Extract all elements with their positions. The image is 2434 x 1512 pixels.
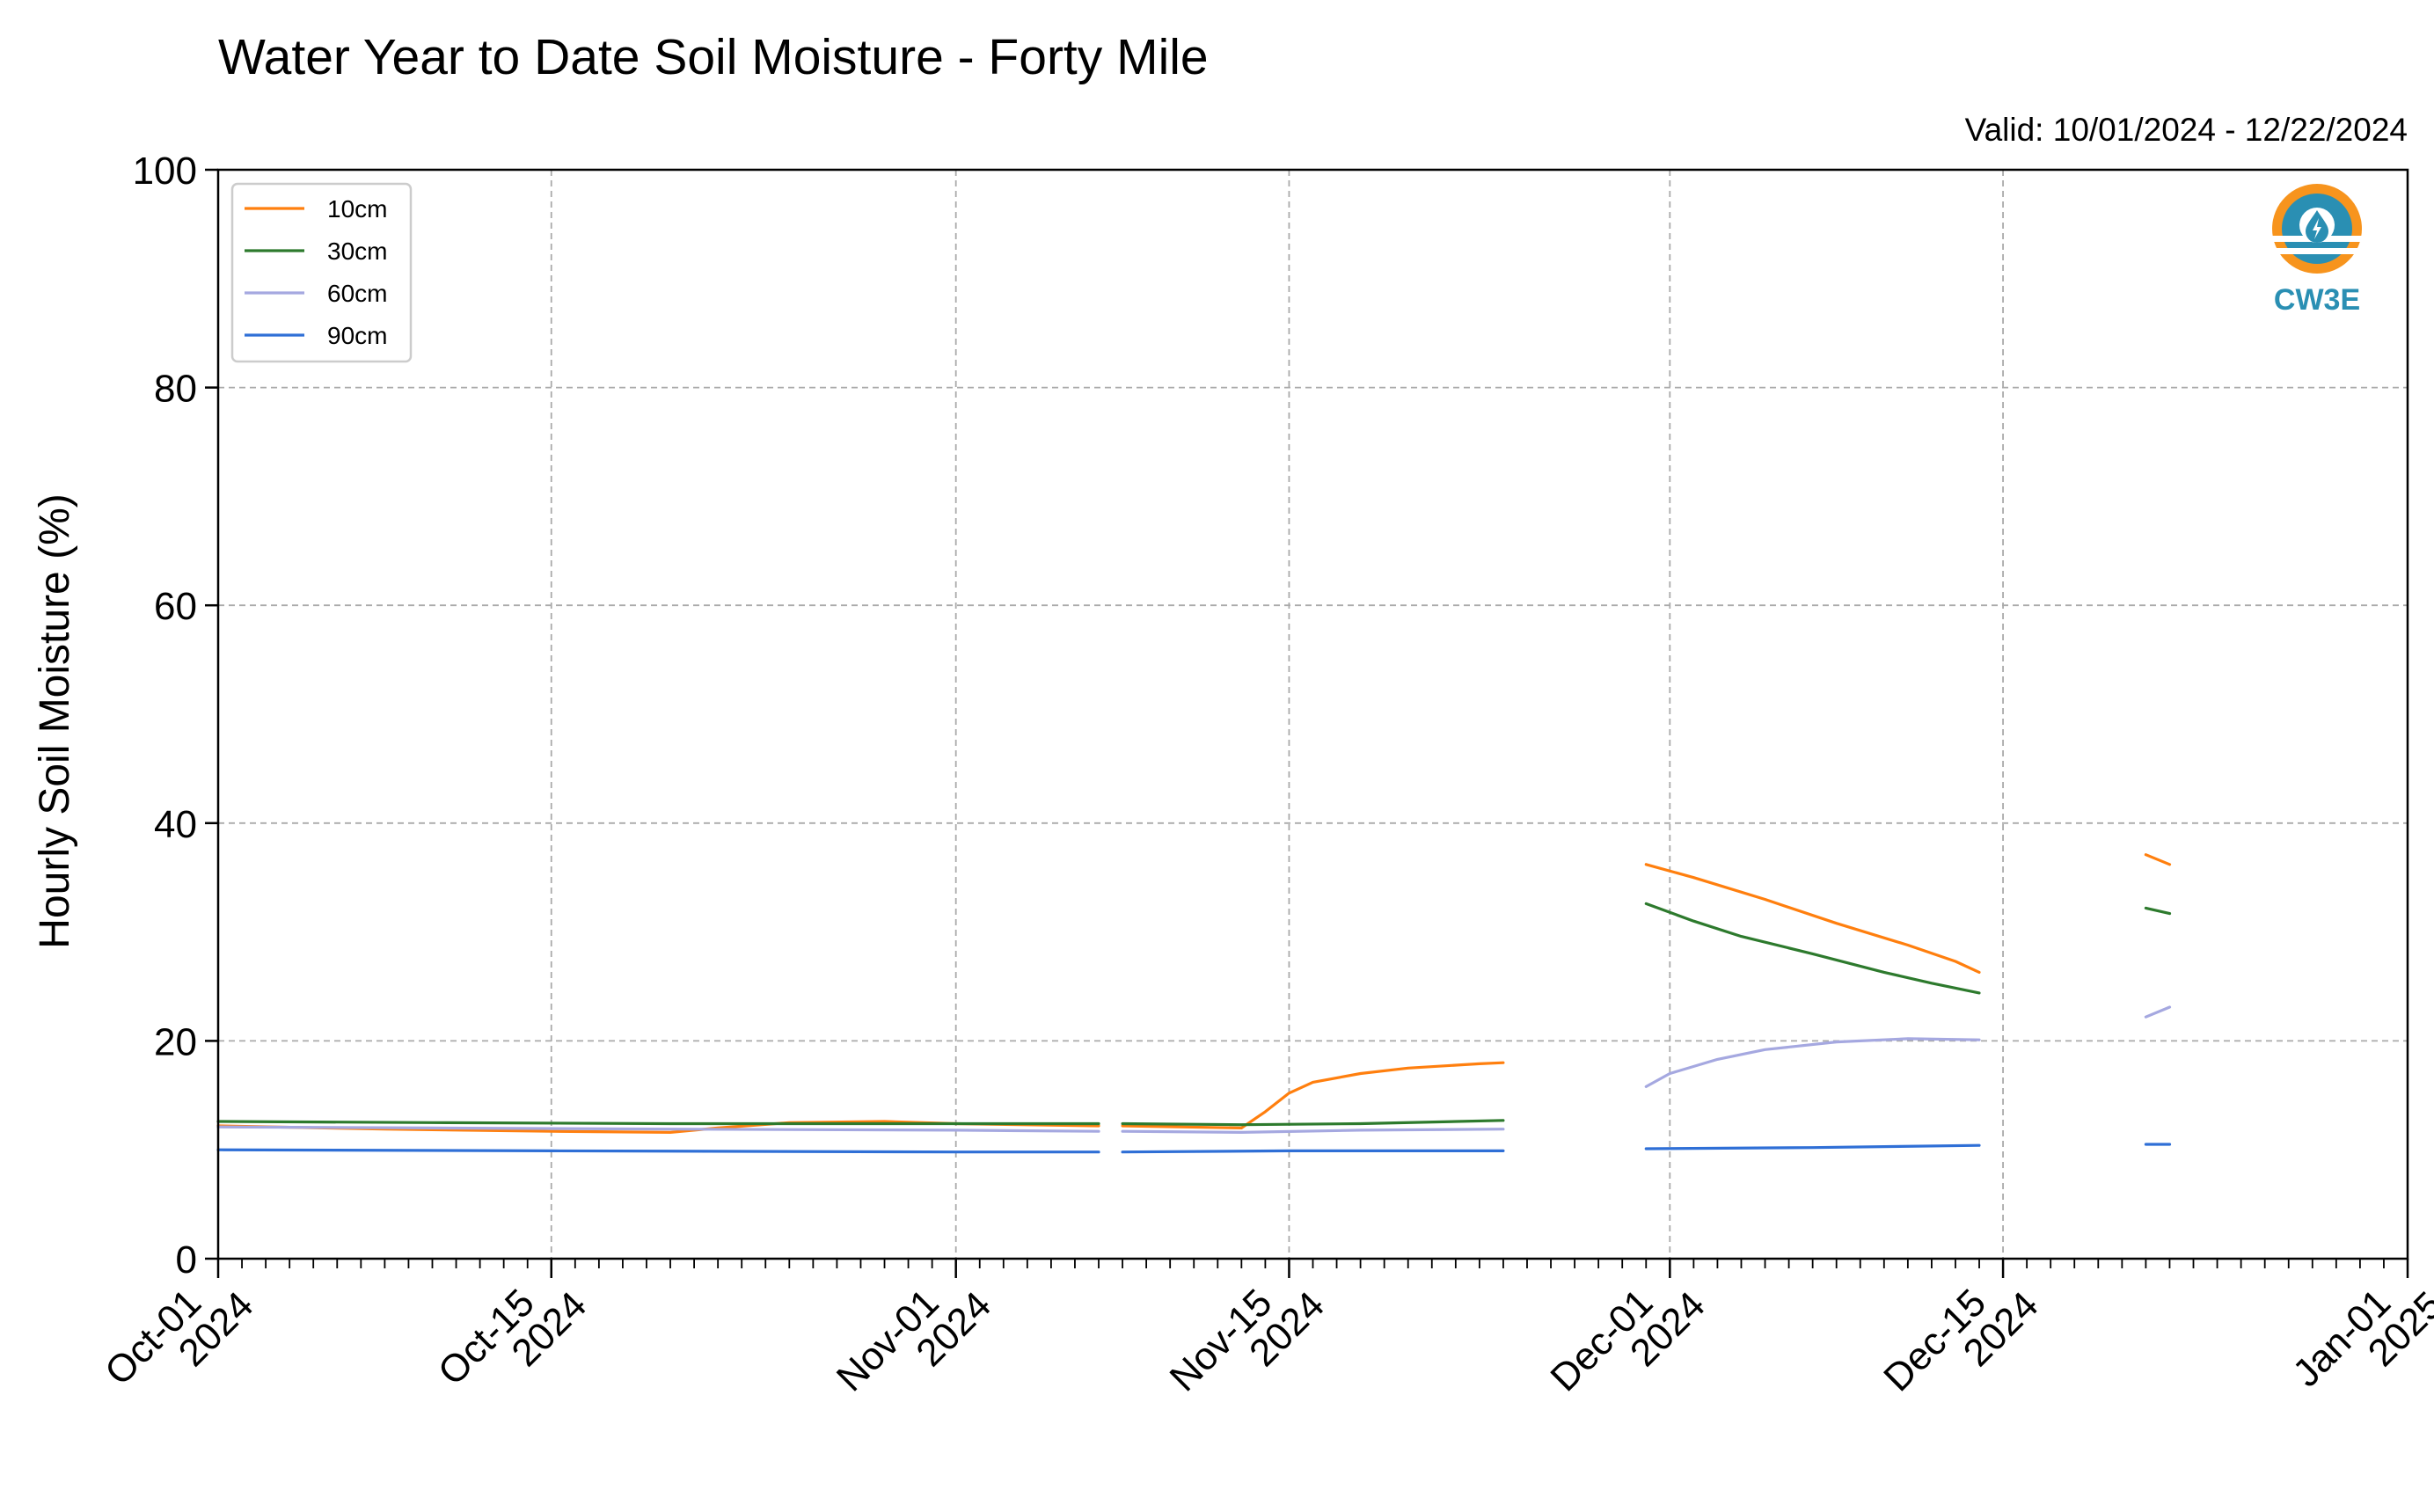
- series-line-10cm: [1644, 863, 1981, 975]
- y-tick-label: 100: [133, 150, 197, 193]
- chart-subtitle: Valid: 10/01/2024 - 12/22/2024: [1965, 112, 2408, 148]
- series-line-90cm: [1121, 1149, 1505, 1154]
- legend-label-90cm: 90cm: [327, 322, 387, 349]
- series-line-60cm: [216, 1125, 1100, 1133]
- series-line-10cm: [2144, 853, 2172, 866]
- legend-label-30cm: 30cm: [327, 237, 387, 265]
- series-line-30cm: [216, 1120, 1100, 1126]
- legend-box: [230, 182, 413, 363]
- y-tick-label: 60: [154, 585, 197, 628]
- logo-text: CW3E: [2274, 283, 2360, 317]
- series-line-30cm: [1121, 1119, 1505, 1127]
- legend: 10cm 30cm 60cm 90cm: [230, 182, 413, 363]
- series-line-60cm: [1644, 1037, 1981, 1089]
- series-line-30cm: [1644, 902, 1981, 995]
- series-line-30cm: [2144, 906, 2172, 916]
- series-line-10cm: [1121, 1061, 1505, 1130]
- lightning-icon: [2313, 218, 2321, 239]
- series-line-60cm: [1121, 1128, 1505, 1135]
- series-line-90cm: [216, 1148, 1100, 1154]
- legend-label-60cm: 60cm: [327, 280, 387, 307]
- logo-wave-band: [2271, 248, 2363, 254]
- plot-frame: [216, 168, 2409, 1260]
- y-tick-label: 80: [154, 368, 197, 411]
- chart-title: Water Year to Date Soil Moisture - Forty…: [218, 29, 1209, 85]
- cw3e-logo: CW3E: [2271, 184, 2363, 317]
- y-tick-label: 40: [154, 803, 197, 846]
- series-line-60cm: [2144, 1005, 2172, 1019]
- y-tick-label: 20: [154, 1020, 197, 1063]
- legend-label-10cm: 10cm: [327, 195, 387, 223]
- y-axis-label: Hourly Soil Moisture (%): [32, 493, 78, 948]
- legend-items: 10cm 30cm 60cm 90cm: [245, 195, 387, 349]
- y-tick-label: 0: [176, 1238, 197, 1282]
- series-lines: [216, 853, 2172, 1154]
- grid-lines: [218, 170, 2408, 1259]
- series-line-90cm: [1644, 1143, 1981, 1150]
